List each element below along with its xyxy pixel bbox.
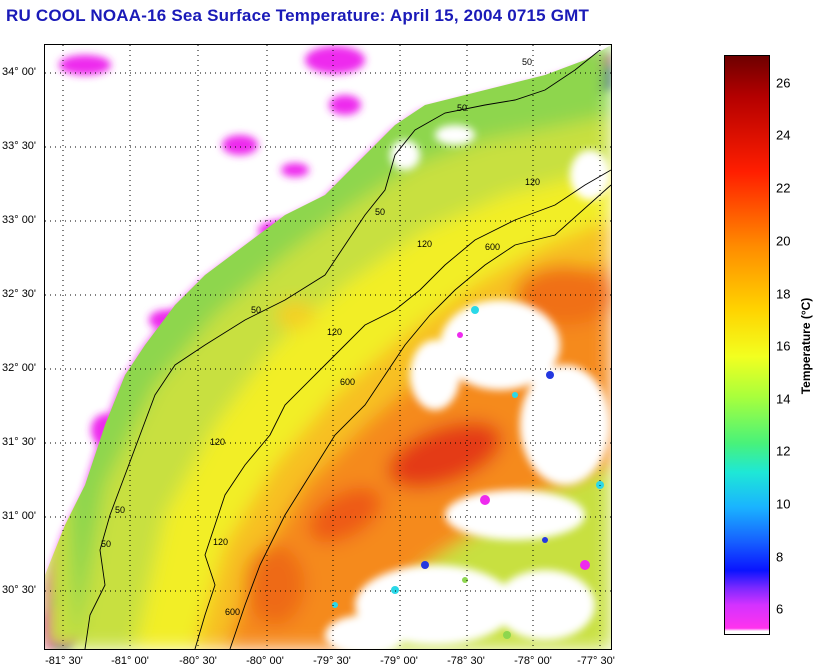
lon-label: -78° 00' (514, 655, 552, 667)
colorbar-tick: 8 (776, 549, 784, 565)
contour-label: 50 (375, 207, 385, 217)
contour-label: 50 (522, 57, 532, 67)
lat-label: 34° 00' (2, 66, 37, 78)
colorbar-tick: 16 (776, 338, 791, 354)
lon-label: -80° 30' (179, 655, 217, 667)
lon-label: -79° 30' (313, 655, 351, 667)
contour-label: 120 (213, 537, 228, 547)
colorbar-tick: 12 (776, 443, 791, 459)
contour-label: 50 (251, 305, 261, 315)
lat-label: 30° 30' (2, 584, 37, 596)
lon-label: -79° 00' (380, 655, 418, 667)
contour-label: 600 (225, 607, 240, 617)
lat-label: 32° 00' (2, 362, 37, 374)
contour-label: 120 (525, 177, 540, 187)
colorbar-tick: 14 (776, 391, 791, 407)
colorbar-tick: 20 (776, 233, 791, 249)
colorbar-tick: 18 (776, 286, 791, 302)
lat-label: 33° 30' (2, 140, 37, 152)
lat-label: 31° 30' (2, 436, 37, 448)
colorbar-tick: 6 (776, 601, 784, 617)
sst-map-graphic: 50 50 50 50 50 50 120 120 120 120 120 60… (45, 45, 611, 649)
colorbar-label: Temperature (°C) (799, 297, 813, 395)
colorbar-tick: 26 (776, 75, 791, 91)
graticule (45, 45, 611, 649)
lat-label: 33° 00' (2, 214, 37, 226)
lon-label: -81° 30' (45, 655, 83, 667)
contour-label: 120 (210, 437, 225, 447)
lat-label: 31° 00' (2, 510, 37, 522)
contour-label: 50 (115, 505, 125, 515)
colorbar-tick: 24 (776, 127, 791, 143)
cloud-edge-speckle (332, 306, 604, 639)
lon-label: -77° 30' (577, 655, 615, 667)
isobath-50m (84, 49, 601, 649)
lon-label: -78° 30' (447, 655, 485, 667)
cloud-gaps (325, 125, 610, 649)
temperature-colorbar (724, 55, 770, 635)
contour-label: 50 (457, 103, 467, 113)
isobath-600m (229, 184, 611, 649)
contour-label: 50 (101, 539, 111, 549)
sst-map[interactable]: 50 50 50 50 50 50 120 120 120 120 120 60… (44, 44, 612, 650)
contour-label: 120 (417, 239, 432, 249)
contour-label: 600 (340, 377, 355, 387)
isobath-120m (194, 169, 611, 649)
contour-label: 120 (327, 327, 342, 337)
lon-label: -80° 00' (246, 655, 284, 667)
colorbar-tick: 10 (776, 496, 791, 512)
page-title: RU COOL NOAA-16 Sea Surface Temperature:… (6, 6, 590, 25)
colorbar-tick: 22 (776, 180, 791, 196)
lat-label: 32° 30' (2, 288, 37, 300)
contour-label: 600 (485, 242, 500, 252)
lon-label: -81° 00' (111, 655, 149, 667)
